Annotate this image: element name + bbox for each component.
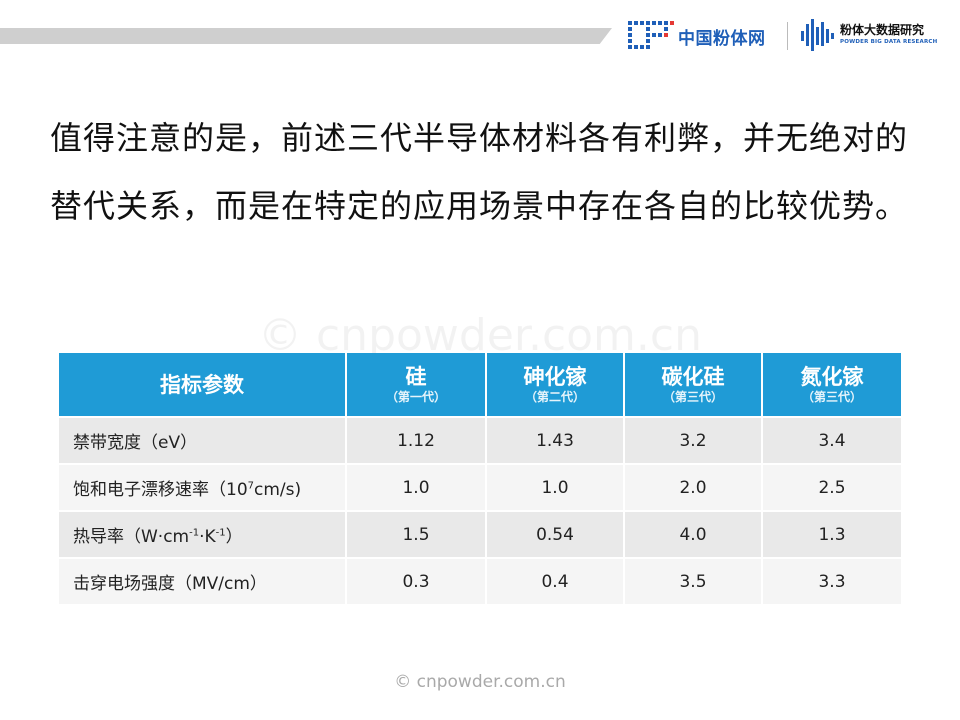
table-row: 击穿电场强度（MV/cm） 0.3 0.4 3.5 3.3: [59, 557, 901, 604]
header-gallium-arsenide: 砷化镓 （第二代）: [485, 353, 624, 417]
table-cell: 3.3: [761, 557, 901, 604]
header-parameter: 指标参数: [59, 353, 346, 417]
table-cell: 1.5: [345, 510, 486, 558]
table-row: 饱和电子漂移速率（107cm/s) 1.0 1.0 2.0 2.5: [59, 463, 901, 511]
table-cell: 2.0: [623, 463, 762, 511]
table-cell: 2.5: [761, 463, 901, 511]
cnpowder-logo-icon: [628, 21, 674, 49]
table-cell: 1.12: [345, 416, 486, 464]
header-gray-band: [0, 28, 612, 44]
row-label: 饱和电子漂移速率（107cm/s): [59, 463, 346, 511]
table-cell: 1.43: [485, 416, 624, 464]
table-cell: 0.3: [345, 557, 486, 604]
header-silicon: 硅 （第一代）: [345, 353, 486, 417]
table-cell: 3.5: [623, 557, 762, 604]
header-logos: 中国粉体网 粉体大数据研究 POWDER BIG DATA RESEARCH: [626, 18, 946, 52]
table-row: 热导率（W·cm-1·K-1） 1.5 0.54 4.0 1.3: [59, 510, 901, 558]
table-header-row: 指标参数 硅 （第一代） 砷化镓 （第二代） 碳化硅 （第三代） 氮化镓 （第三…: [59, 353, 901, 417]
intro-paragraph: 值得注意的是，前述三代半导体材料各有利弊，并无绝对的替代关系，而是在特定的应用场…: [50, 119, 909, 225]
big-data-brand-cn: 粉体大数据研究: [840, 23, 925, 37]
table-row: 禁带宽度（eV） 1.12 1.43 3.2 3.4: [59, 416, 901, 464]
table-cell: 3.2: [623, 416, 762, 464]
row-label: 击穿电场强度（MV/cm）: [59, 557, 346, 604]
table-cell: 1.0: [345, 463, 486, 511]
table-cell: 3.4: [761, 416, 901, 464]
row-label: 禁带宽度（eV）: [59, 416, 346, 464]
table-cell: 1.0: [485, 463, 624, 511]
footer-watermark: © cnpowder.com.cn: [394, 672, 566, 692]
table-cell: 4.0: [623, 510, 762, 558]
semiconductor-comparison-table: 指标参数 硅 （第一代） 砷化镓 （第二代） 碳化硅 （第三代） 氮化镓 （第三…: [59, 353, 901, 604]
table-cell: 0.54: [485, 510, 624, 558]
row-label: 热导率（W·cm-1·K-1）: [59, 510, 346, 558]
cnpowder-logo-text: 中国粉体网: [678, 29, 766, 49]
big-data-brand-en: POWDER BIG DATA RESEARCH: [840, 39, 938, 45]
header-silicon-carbide: 碳化硅 （第三代）: [623, 353, 762, 417]
header-gallium-nitride: 氮化镓 （第三代）: [761, 353, 901, 417]
table-cell: 0.4: [485, 557, 624, 604]
big-data-logo-icon: [801, 19, 834, 51]
center-watermark: © cnpowder.com.cn: [258, 310, 702, 361]
table-cell: 1.3: [761, 510, 901, 558]
logo-divider: [787, 22, 788, 50]
